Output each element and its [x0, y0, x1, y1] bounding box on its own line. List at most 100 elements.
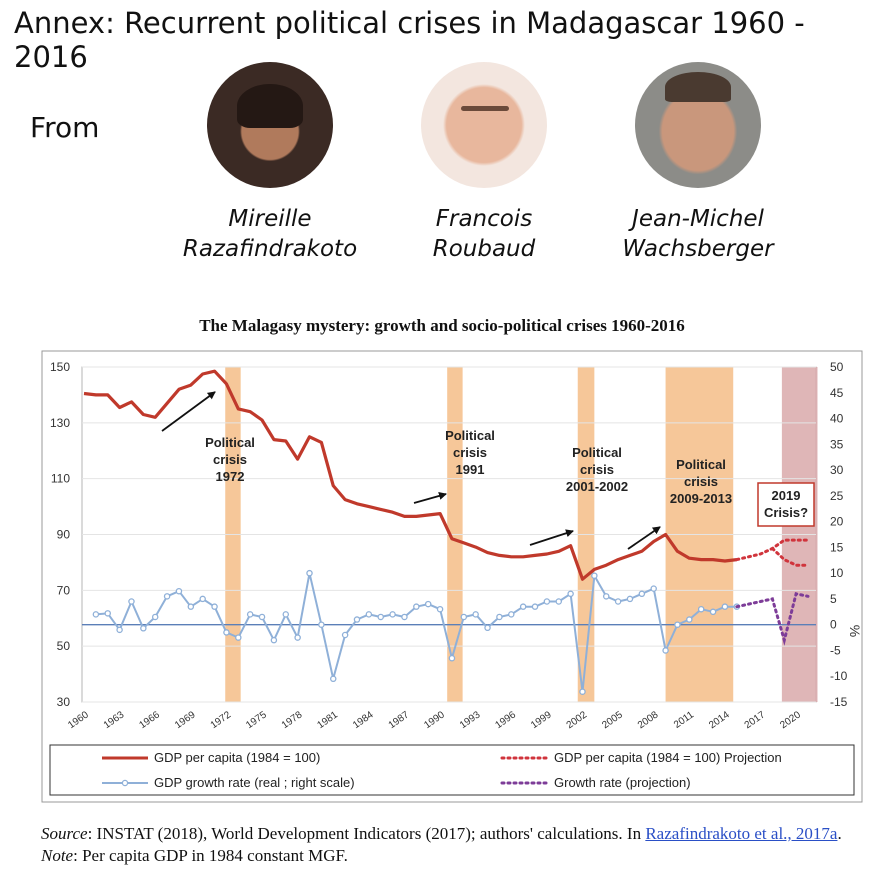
author-first-name: Mireille [228, 206, 312, 232]
data-point [484, 624, 491, 632]
data-point [709, 608, 717, 616]
data-point [116, 626, 123, 634]
author-first-name: Francois [435, 206, 533, 232]
series-line [83, 369, 737, 581]
crisis-label: crisis [453, 445, 487, 460]
data-point [353, 616, 361, 623]
data-point [199, 595, 206, 603]
data-point [223, 629, 230, 636]
y-right-axis-label: % [847, 625, 863, 637]
author-last-name: Roubaud [432, 236, 536, 262]
data-point [377, 613, 384, 621]
data-point [686, 616, 693, 623]
data-point [472, 611, 479, 618]
y-right-tick-label: 10 [830, 566, 844, 580]
y-right-tick-label: 20 [830, 515, 844, 529]
author-photo [207, 62, 333, 188]
crisis-label: crisis [580, 462, 614, 477]
crisis-label: Political [676, 457, 726, 472]
crisis-label: Political [205, 435, 255, 450]
y-right-tick-label: 30 [830, 463, 844, 477]
data-point [341, 631, 349, 639]
data-point [282, 611, 290, 618]
data-point [211, 603, 218, 610]
data-point [187, 603, 195, 610]
y-right-tick-label: -5 [830, 643, 841, 657]
crisis-label: Political [572, 445, 622, 460]
data-point [460, 613, 468, 621]
arrow-annotation [627, 526, 661, 550]
y-left-tick-label: 110 [51, 472, 70, 486]
author-photo [635, 62, 761, 188]
data-point [555, 598, 563, 605]
data-point [151, 613, 159, 621]
crisis-label: Crisis? [764, 505, 808, 520]
data-point [140, 625, 147, 632]
reference-link[interactable]: Razafindrakoto et al., 2017a [645, 824, 838, 843]
crisis-label: 2001-2002 [566, 479, 628, 494]
author-first-name: Jean-Michel [632, 206, 764, 232]
data-point [306, 569, 313, 577]
y-left-tick-label: 30 [57, 695, 71, 709]
data-point [92, 611, 100, 618]
data-point [401, 613, 408, 621]
data-point [531, 603, 539, 610]
data-point [697, 605, 705, 613]
legend-label: GDP growth rate (real ; right scale) [154, 775, 355, 790]
y-left-tick-label: 70 [57, 583, 71, 597]
from-label: From [30, 111, 100, 144]
data-point [721, 603, 729, 610]
data-point [318, 621, 325, 628]
data-point [579, 688, 586, 695]
y-right-tick-label: -10 [830, 669, 848, 683]
y-right-tick-label: 45 [830, 386, 844, 400]
data-point [389, 611, 396, 618]
arrow-annotation [529, 529, 574, 546]
legend-label: Growth rate (projection) [554, 775, 691, 790]
chart-title: The Malagasy mystery: growth and socio-p… [199, 316, 685, 335]
data-point [519, 603, 527, 610]
data-point [674, 621, 681, 628]
crisis-label: crisis [213, 452, 247, 467]
y-right-tick-label: 35 [830, 437, 844, 451]
legend-label: GDP per capita (1984 = 100) [154, 750, 320, 765]
author-last-name: Razafindrakoto [182, 236, 358, 262]
data-point [448, 654, 456, 662]
data-point [413, 603, 420, 610]
y-right-tick-label: -15 [830, 695, 848, 709]
y-left-tick-label: 90 [57, 528, 71, 542]
data-point [246, 611, 254, 618]
data-point [270, 636, 278, 644]
data-point [662, 647, 669, 654]
data-point [424, 600, 432, 608]
y-right-tick-label: 25 [830, 489, 844, 503]
data-point [602, 593, 610, 600]
data-point [567, 590, 574, 598]
crisis-label: 1991 [456, 462, 485, 477]
source-label: Source [41, 824, 88, 843]
data-point [614, 598, 622, 605]
crisis-label: 1972 [216, 469, 245, 484]
y-left-tick-label: 130 [50, 416, 70, 430]
data-point [329, 675, 337, 683]
source-text: . [837, 824, 842, 843]
crisis-label: crisis [684, 474, 718, 489]
data-point [365, 611, 373, 618]
data-point [591, 572, 598, 579]
y-right-tick-label: 5 [830, 592, 837, 606]
author-card: Francois Roubaud [364, 62, 604, 264]
author-photo [421, 62, 547, 188]
crisis-label: 2009-2013 [670, 491, 732, 506]
data-point [508, 611, 515, 618]
data-point [294, 634, 301, 641]
crisis-label: 2019 [772, 488, 801, 503]
annotation-arrows [161, 391, 661, 550]
source-note: Source: INSTAT (2018), World Development… [41, 823, 861, 867]
y-right-tick-label: 0 [830, 618, 837, 632]
author-last-name: Wachsberger [622, 236, 774, 262]
source-text: : INSTAT (2018), World Development Indic… [87, 824, 646, 843]
y-right-tick-label: 15 [830, 540, 844, 554]
y-left-tick-label: 50 [57, 639, 71, 653]
arrow-annotation [161, 391, 216, 432]
author-card: Jean-Michel Wachsberger [578, 62, 818, 264]
